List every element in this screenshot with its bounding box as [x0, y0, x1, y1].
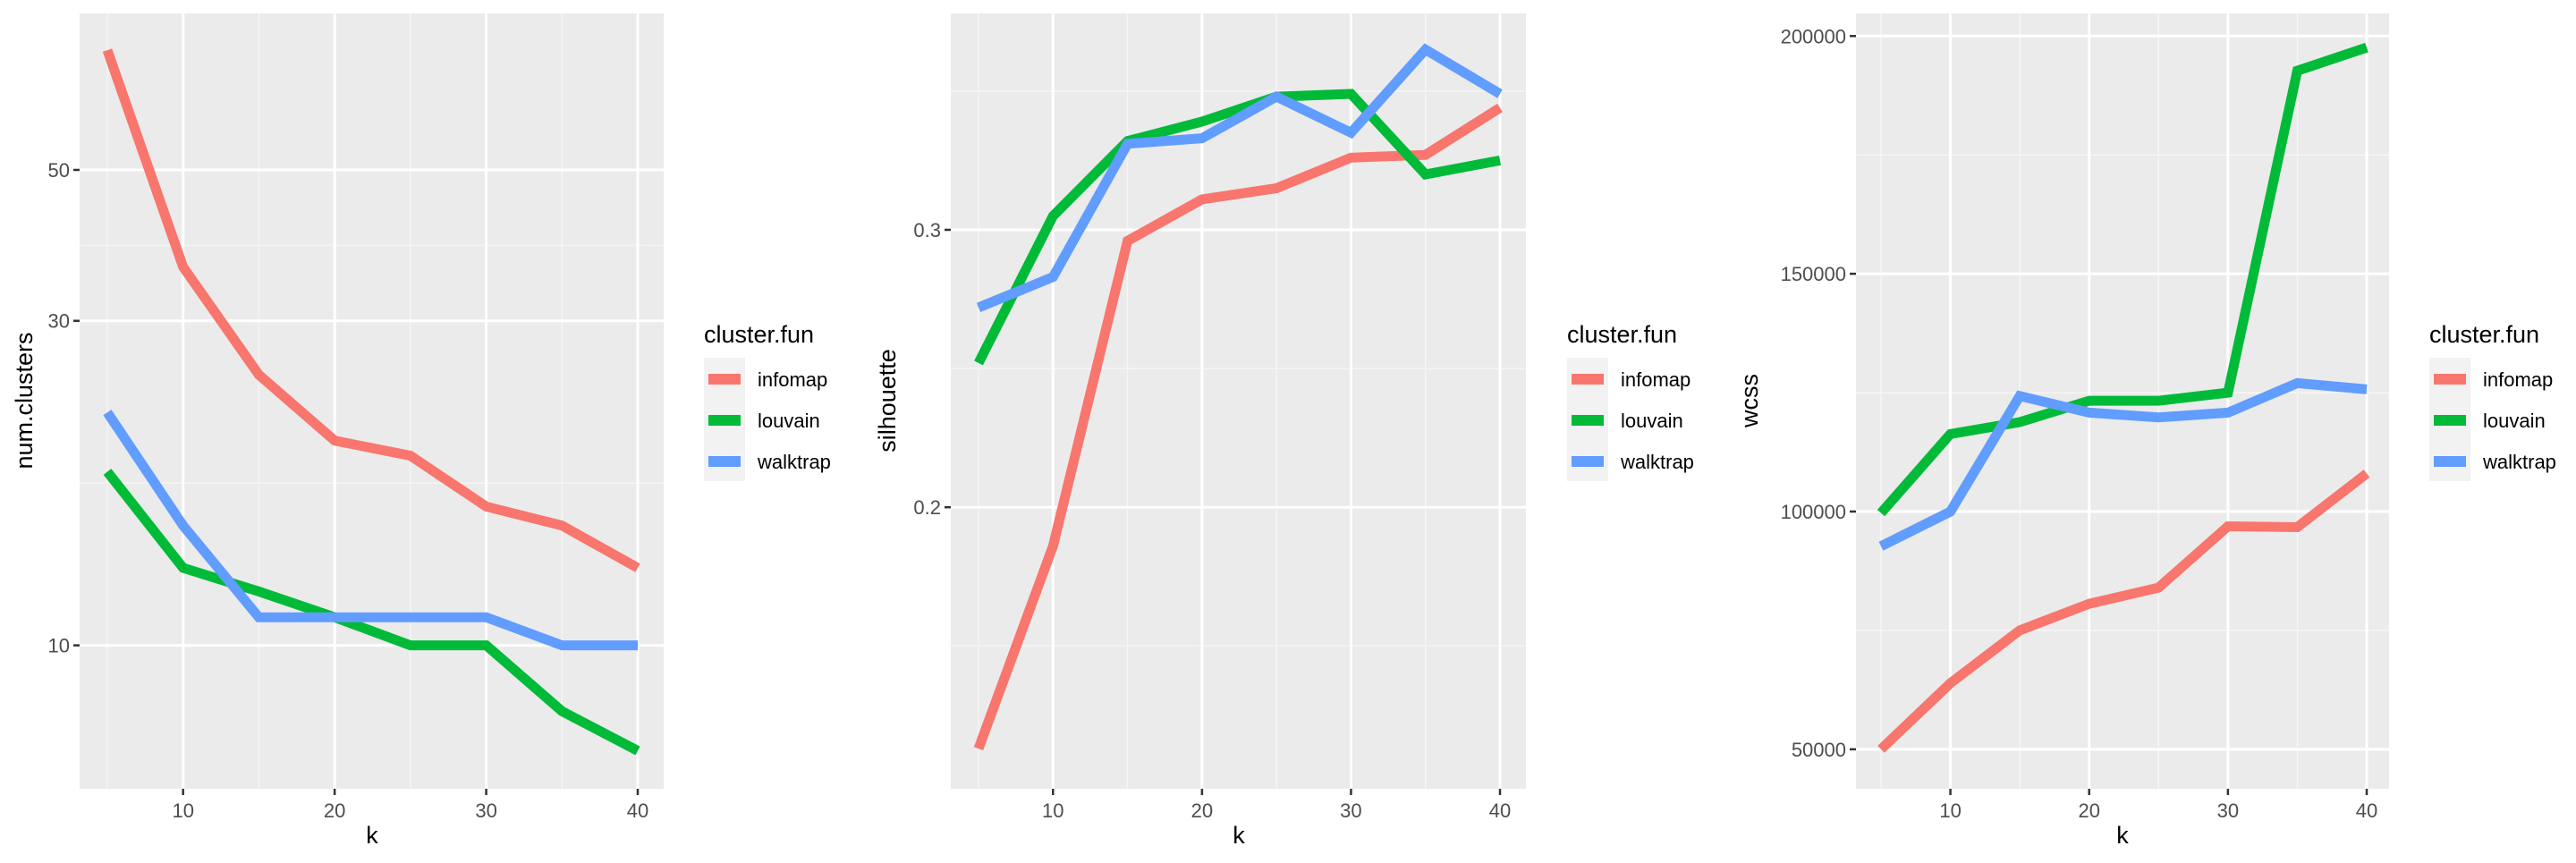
y-axis: 50000 100000 150000 200000 — [1781, 25, 1856, 761]
legend-key-infomap — [1572, 374, 1604, 385]
gridlines — [80, 13, 664, 789]
y-tick-label: 30 — [48, 310, 70, 333]
series-line-walktrap — [976, 43, 1503, 312]
x-tick-label: 30 — [475, 800, 496, 822]
series-line-walktrap — [1878, 377, 2368, 551]
panel-num-clusters: 10 30 50 10 20 30 40 k num.clusters cluster.f… — [11, 13, 831, 849]
x-axis-title: k — [366, 822, 378, 849]
legend-title: cluster.fun — [704, 321, 814, 348]
x-tick-label: 10 — [172, 800, 193, 822]
legend-key-walktrap — [2434, 456, 2466, 467]
legend-label-walktrap: walktrap — [2482, 451, 2556, 473]
x-tick-label: 30 — [1340, 800, 1361, 822]
x-tick-label: 10 — [1939, 800, 1961, 822]
legend-label-walktrap: walktrap — [1620, 451, 1694, 473]
legend-label-louvain: louvain — [2483, 410, 2546, 432]
legend-key-louvain — [2434, 415, 2466, 426]
data-lines — [1877, 42, 2370, 753]
legend-label-infomap: infomap — [758, 368, 827, 391]
gridlines — [1856, 13, 2389, 789]
x-axis-title: k — [2116, 822, 2129, 849]
legend-key-walktrap — [708, 456, 741, 467]
y-tick-label: 150000 — [1781, 263, 1846, 285]
legend: cluster.fun infomap louvain walktrap — [1567, 321, 1694, 481]
series-line-louvain — [1877, 42, 2368, 517]
y-axis-title: silhouette — [874, 349, 901, 453]
legend: cluster.fun infomap louvain walktrap — [704, 321, 831, 481]
x-axis: 10 20 30 40 — [1939, 789, 2377, 822]
legend-key-louvain — [1572, 415, 1604, 426]
y-axis: 10 30 50 — [48, 159, 80, 657]
legend-key-walktrap — [1572, 456, 1604, 467]
y-tick-label: 0.2 — [913, 496, 941, 519]
x-axis-title: k — [1233, 822, 1245, 849]
legend-key-infomap — [708, 374, 741, 385]
series-line-infomap — [102, 48, 640, 572]
plot-background — [951, 13, 1526, 789]
x-tick-label: 40 — [1489, 800, 1511, 822]
legend-label-louvain: louvain — [1621, 410, 1683, 432]
x-tick-label: 20 — [324, 800, 345, 822]
x-tick-label: 10 — [1042, 800, 1063, 822]
series-line-infomap — [1877, 470, 2370, 753]
data-lines — [973, 43, 1503, 750]
x-tick-label: 30 — [2217, 800, 2239, 822]
y-axis: 0.2 0.3 — [913, 219, 951, 519]
panel-silhouette: 0.2 0.3 10 20 30 40 k silhouette cluster.fun… — [874, 13, 1694, 849]
x-tick-label: 40 — [2356, 800, 2377, 822]
legend-label-infomap: infomap — [2483, 368, 2553, 391]
legend-key-louvain — [708, 415, 741, 426]
series-line-walktrap — [103, 410, 638, 651]
y-tick-label: 10 — [48, 635, 70, 657]
x-axis: 10 20 30 40 — [172, 789, 648, 822]
y-axis-title: num.clusters — [11, 332, 38, 469]
x-tick-label: 20 — [2078, 800, 2099, 822]
x-tick-label: 40 — [627, 800, 648, 822]
legend: cluster.fun infomap louvain walktrap — [2429, 321, 2556, 481]
legend-label-infomap: infomap — [1621, 368, 1690, 391]
data-lines — [102, 48, 640, 756]
y-tick-label: 200000 — [1781, 25, 1846, 47]
series-line-louvain — [974, 89, 1502, 366]
legend-title: cluster.fun — [2429, 321, 2539, 348]
legend-title: cluster.fun — [1567, 321, 1677, 348]
series-line-louvain — [103, 469, 640, 756]
y-axis-title: wcss — [1736, 374, 1763, 428]
plot-background — [80, 13, 664, 789]
x-tick-label: 20 — [1191, 800, 1213, 822]
x-axis: 10 20 30 40 — [1042, 789, 1511, 822]
y-tick-label: 100000 — [1781, 501, 1846, 523]
legend-label-louvain: louvain — [758, 410, 820, 432]
legend-key-infomap — [2434, 374, 2466, 385]
y-tick-label: 0.3 — [913, 219, 941, 241]
legend-label-walktrap: walktrap — [757, 451, 831, 473]
y-tick-label: 50000 — [1792, 739, 1846, 761]
y-tick-label: 50 — [48, 159, 70, 182]
